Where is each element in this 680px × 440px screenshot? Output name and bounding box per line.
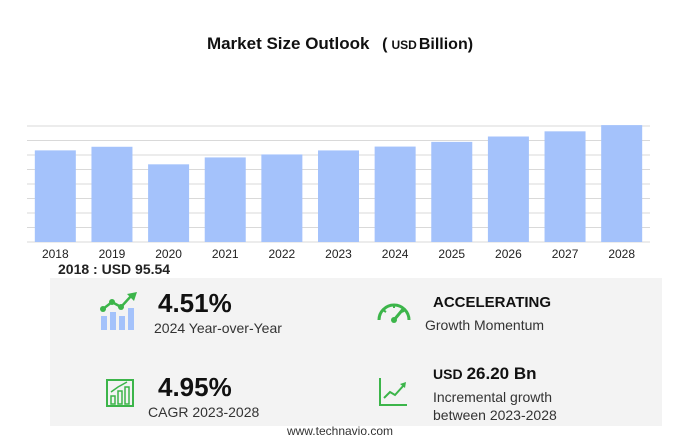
incremental-value: USD 26.20 Bn (433, 364, 537, 384)
tick-label-2027: 2027 (552, 247, 579, 261)
tick-label-2028: 2028 (608, 247, 635, 261)
tick-label-2020: 2020 (155, 247, 182, 261)
yoy-label: 2024 Year-over-Year (154, 320, 282, 336)
unit-scale: Billion (418, 36, 468, 53)
incremental-label-1: Incremental growth (433, 389, 553, 405)
bar-2028 (601, 125, 643, 242)
cagr-label: CAGR 2023-2028 (148, 404, 260, 420)
bar-chart: 2018 2019 2020 2021 2022 2023 2024 2025 2026 2027… (27, 125, 650, 261)
momentum-label: Growth Momentum (425, 317, 545, 333)
tick-label-2021: 2021 (212, 247, 239, 261)
yoy-value: 4.51% (158, 288, 232, 318)
tick-label-2018: 2018 (42, 247, 69, 261)
bar-2025 (431, 141, 473, 242)
chart-title: Market Size Outlook (USD Billion) (0, 34, 680, 54)
bar-2024 (374, 146, 416, 242)
base-year-value: 2018 : USD 95.54 (58, 261, 171, 277)
tick-label-2023: 2023 (325, 247, 352, 261)
tick-label-2019: 2019 (99, 247, 126, 261)
incremental-amount: 26.20 Bn (466, 364, 537, 383)
bar-2021 (204, 157, 246, 242)
bar-2020 (148, 164, 190, 242)
tick-label-2026: 2026 (495, 247, 522, 261)
title-unit: (USD Billion) (382, 36, 474, 53)
bar-growth-icon (106, 379, 134, 407)
incremental-label-2: between 2023-2028 (433, 407, 557, 423)
cagr-value: 4.95% (158, 372, 232, 402)
bar-2027 (544, 131, 586, 242)
stats-panel: 4.51% 2024 Year-over-Year ACCELERATING G… (50, 278, 662, 426)
tick-label-2025: 2025 (438, 247, 465, 261)
unit-currency: USD (391, 38, 417, 52)
bar-2022 (261, 154, 303, 242)
bar-2023 (318, 150, 359, 242)
tick-label-2024: 2024 (382, 247, 409, 261)
tick-label-2022: 2022 (269, 247, 296, 261)
growth-chart-icon (100, 292, 137, 330)
footer-site: www.technavio.com (286, 424, 394, 438)
bar-2026 (487, 136, 529, 242)
trend-line-icon (379, 378, 407, 406)
momentum-title: ACCELERATING (433, 294, 552, 311)
title-text: Market Size Outlook (206, 34, 370, 53)
bar-2018 (34, 150, 76, 242)
speedometer-icon (377, 303, 411, 323)
bar-2019 (91, 146, 133, 242)
incremental-currency: USD (433, 366, 463, 382)
